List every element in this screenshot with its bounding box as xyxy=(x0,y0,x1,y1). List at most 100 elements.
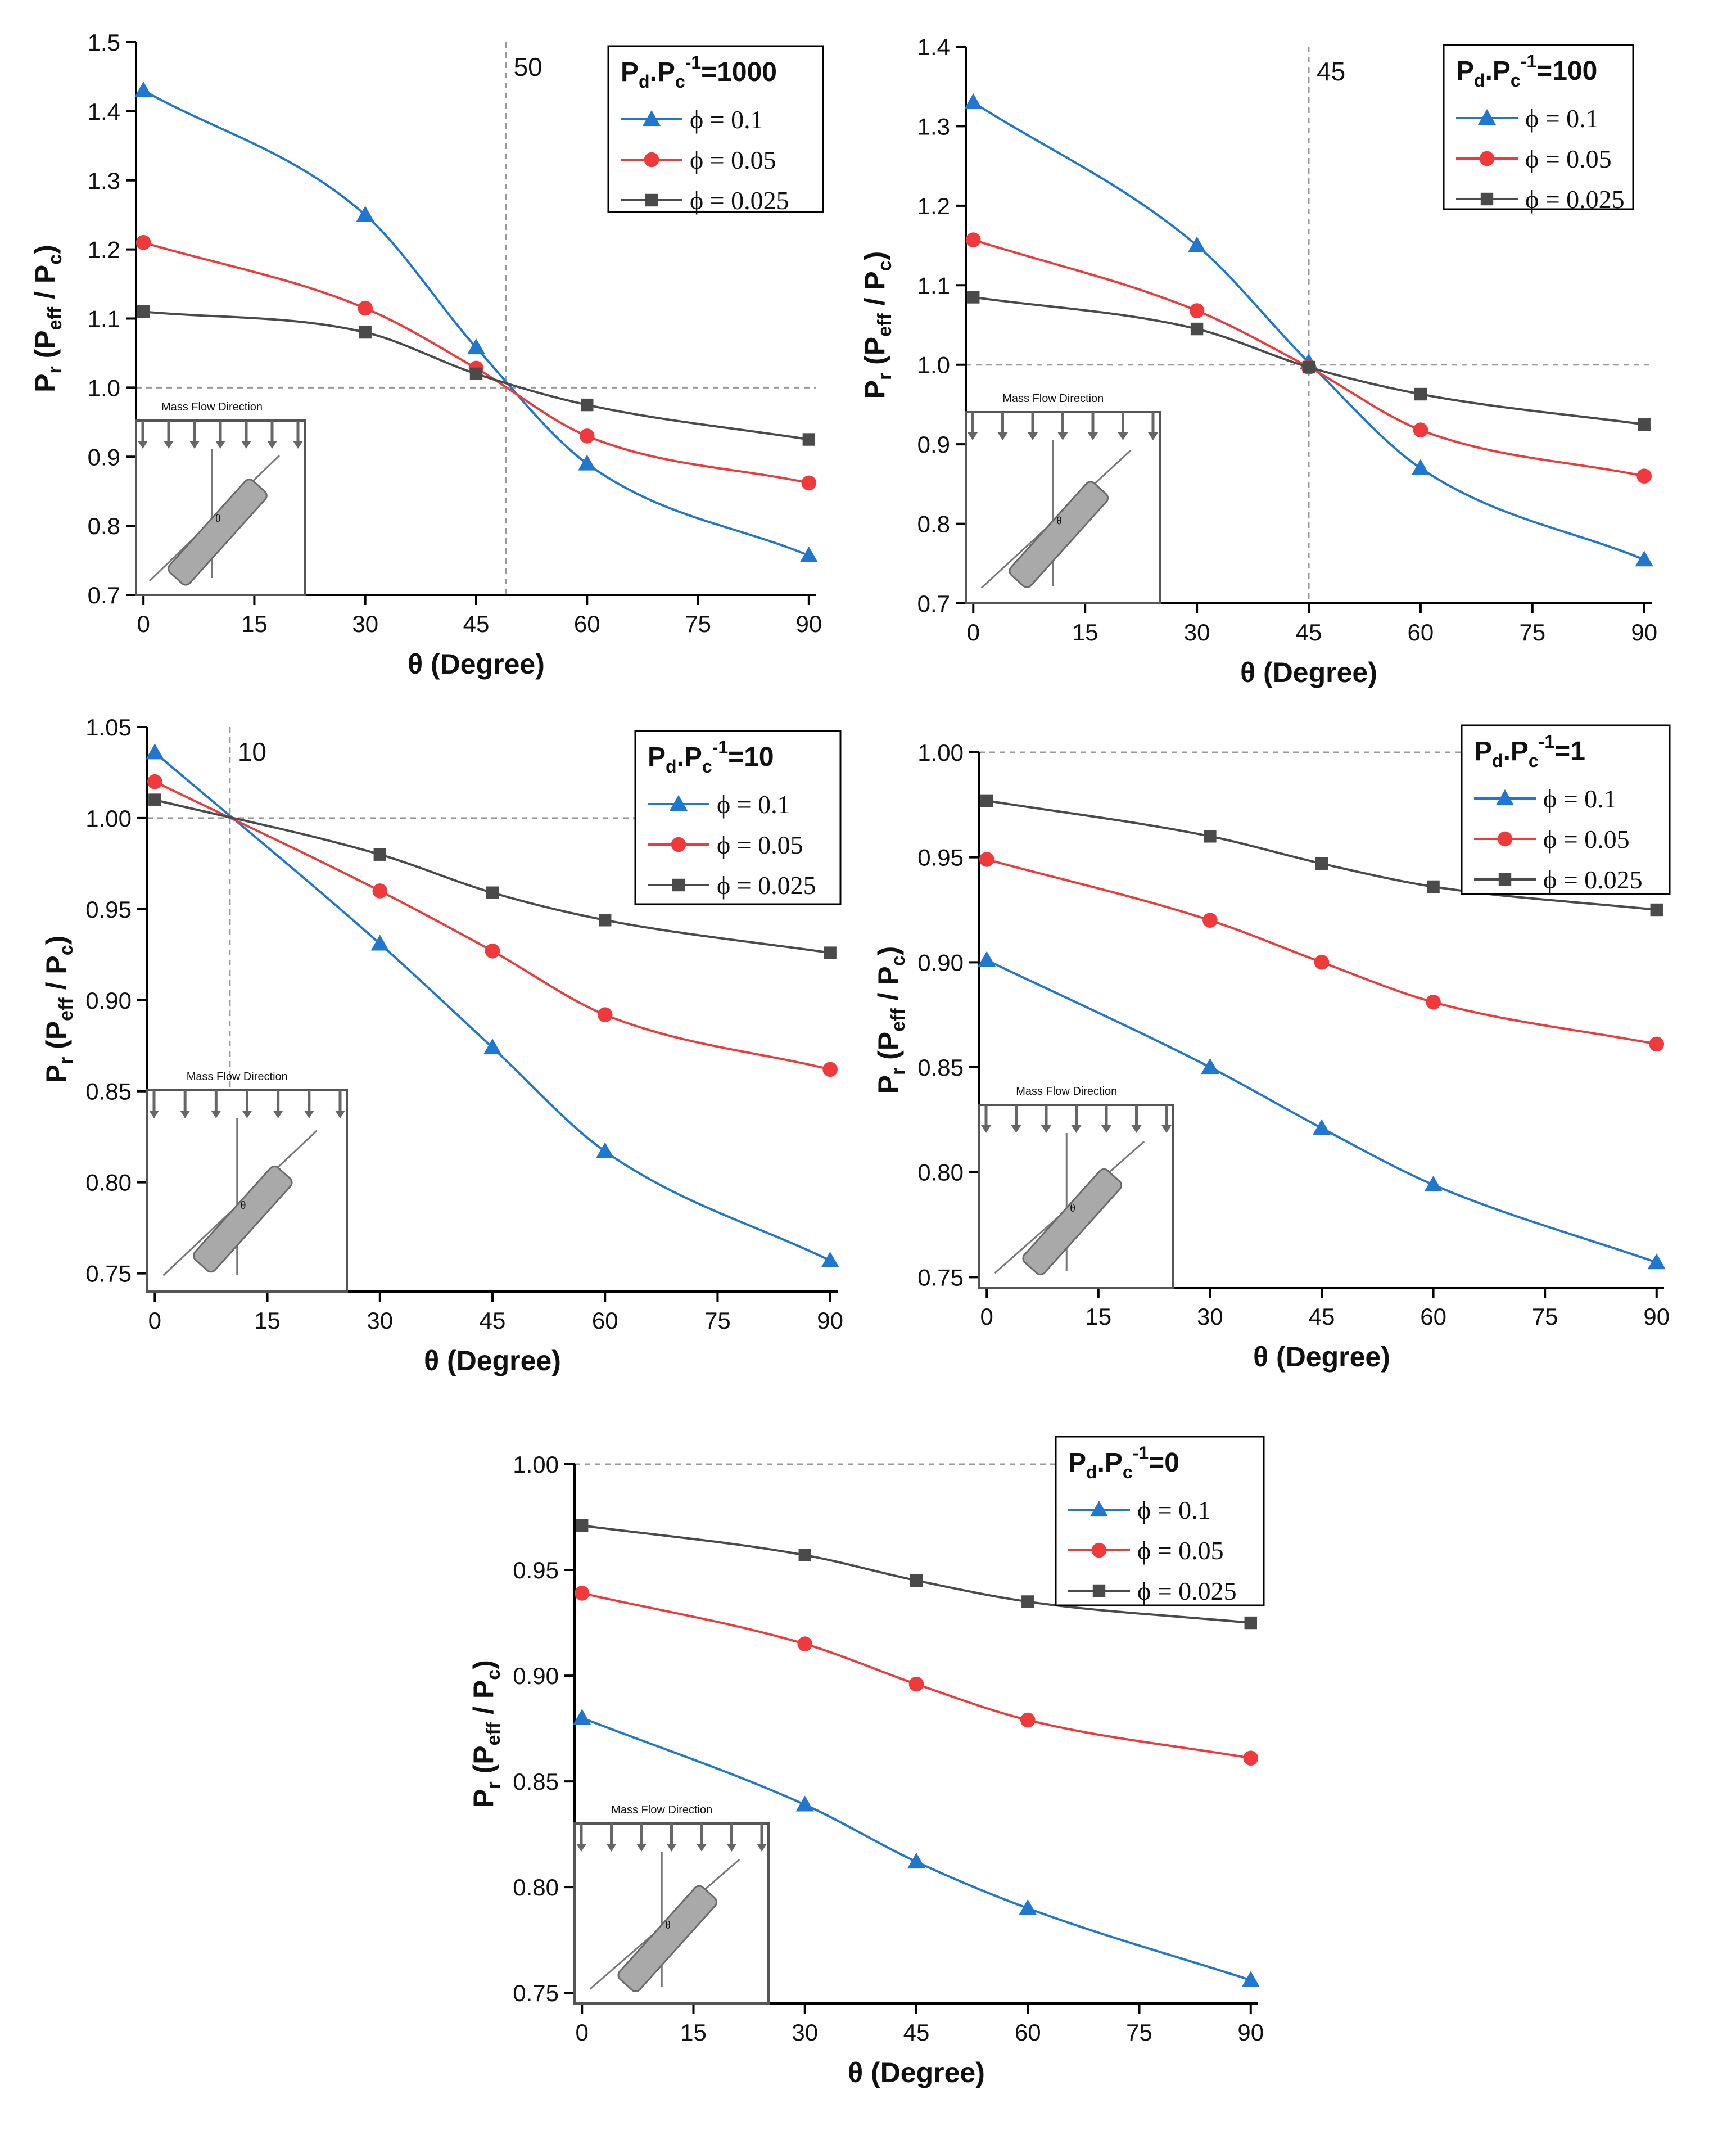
data-point xyxy=(1019,1899,1037,1915)
flow-arrow-head xyxy=(981,1125,991,1133)
data-point xyxy=(370,935,389,951)
data-point xyxy=(964,93,983,110)
data-point xyxy=(1414,387,1427,401)
x-tick-label: 90 xyxy=(1237,2019,1264,2046)
data-point xyxy=(1650,903,1663,917)
data-point xyxy=(573,1709,591,1725)
legend-entry-label: ϕ = 0.1 xyxy=(690,105,763,134)
data-point xyxy=(485,944,500,959)
data-point xyxy=(1424,1175,1443,1192)
x-axis-title: θ (Degree) xyxy=(1240,657,1377,688)
x-tick-label: 75 xyxy=(1519,619,1545,646)
flow-arrow-head xyxy=(273,1111,283,1118)
x-tick-label: 45 xyxy=(480,1307,506,1334)
legend-entry-label: ϕ = 0.025 xyxy=(1137,1577,1237,1605)
flow-arrow-head xyxy=(242,1111,252,1118)
legend-entry-label: ϕ = 0.025 xyxy=(1525,185,1625,214)
data-point xyxy=(798,1549,811,1561)
data-point xyxy=(1314,955,1330,970)
legend: Pd.Pc-1=1000 ϕ = 0.1 ϕ = 0.05 ϕ = 0.025 xyxy=(607,45,824,215)
x-tick-label: 45 xyxy=(1296,619,1322,646)
x-tick-label: 90 xyxy=(1643,1303,1670,1330)
y-tick-label: 0.95 xyxy=(917,845,964,871)
x-tick-label: 0 xyxy=(137,611,150,637)
y-tick-label: 1.0 xyxy=(88,374,120,401)
data-point xyxy=(1189,303,1205,318)
x-axis-title: θ (Degree) xyxy=(424,1345,561,1376)
data-point xyxy=(965,232,981,247)
inclined-fiber xyxy=(1022,1168,1123,1276)
x-tick-label: 60 xyxy=(1420,1303,1446,1330)
x-tick-label: 60 xyxy=(574,611,600,637)
y-tick-label: 1.5 xyxy=(88,29,120,56)
legend-entry-label: ϕ = 0.05 xyxy=(1137,1536,1224,1565)
y-tick-label: 1.0 xyxy=(917,352,950,378)
y-axis-title: Pr (Peff / Pc) xyxy=(29,245,66,392)
x-tick-label: 75 xyxy=(685,611,711,637)
data-point xyxy=(372,883,388,899)
flow-arrow-head xyxy=(1057,432,1068,440)
x-tick-label: 75 xyxy=(704,1307,731,1334)
data-point xyxy=(146,743,164,760)
reference-line-x-label: 45 xyxy=(1317,57,1345,86)
chart-panel-5: 0.75 0.80 0.85 0.90 0.95 1.00 0 15 30 45 60 75 90 θ (… xyxy=(468,1436,1265,2088)
data-point xyxy=(574,1586,590,1601)
flow-arrow-head xyxy=(636,1844,647,1852)
legend-entry-label: ϕ = 0.1 xyxy=(1137,1496,1211,1524)
y-tick-label: 1.2 xyxy=(917,193,950,219)
flow-arrow-head xyxy=(241,441,251,449)
data-point xyxy=(359,326,372,339)
legend-swatch-marker xyxy=(642,110,661,127)
y-tick-label: 0.9 xyxy=(917,431,950,458)
data-point xyxy=(821,1251,839,1268)
y-tick-label: 1.00 xyxy=(513,1451,559,1478)
x-tick-label: 30 xyxy=(792,2019,818,2046)
flow-arrow-head xyxy=(1071,1125,1082,1133)
flow-arrow-head xyxy=(138,441,148,449)
legend-title: Pd.Pc-1=1000 xyxy=(621,52,777,92)
inset-label: Mass Flow Direction xyxy=(1002,392,1104,405)
x-axis-title: θ (Degree) xyxy=(1253,1341,1390,1373)
y-axis-title: Pr (Peff / Pc) xyxy=(468,1660,504,1808)
legend-swatch-marker xyxy=(1497,831,1513,847)
y-tick-label: 0.90 xyxy=(85,987,132,1014)
data-point xyxy=(907,1852,926,1869)
legend-entry-label: ϕ = 0.05 xyxy=(1543,825,1630,854)
y-tick-label: 0.95 xyxy=(513,1557,559,1583)
y-tick-label: 0.85 xyxy=(917,1054,964,1081)
data-point xyxy=(599,914,612,927)
y-tick-label: 0.9 xyxy=(88,444,120,470)
x-tick-label: 30 xyxy=(1184,619,1210,646)
y-axis-title: Pr (Peff / Pc) xyxy=(40,936,77,1084)
x-tick-label: 15 xyxy=(241,611,268,637)
flow-arrow-head xyxy=(164,441,174,449)
data-point xyxy=(822,1062,838,1077)
flow-arrow-head xyxy=(1118,432,1128,440)
x-tick-label: 0 xyxy=(967,619,980,646)
data-point xyxy=(137,305,150,318)
data-point xyxy=(467,338,486,355)
data-point xyxy=(579,428,595,444)
inset-schematic: Mass Flow Direction θ xyxy=(965,392,1161,604)
data-point xyxy=(967,291,980,304)
y-tick-label: 0.80 xyxy=(513,1874,559,1901)
flow-arrow-head xyxy=(335,1111,345,1118)
data-point xyxy=(356,206,374,222)
legend-title: Pd.Pc-1=0 xyxy=(1068,1443,1179,1482)
data-point xyxy=(1190,322,1204,336)
data-point xyxy=(596,1142,614,1158)
flow-arrow-head xyxy=(757,1844,767,1852)
data-point xyxy=(578,454,596,471)
flow-arrow-head xyxy=(1148,432,1158,440)
legend-entry-label: ϕ = 0.1 xyxy=(1543,784,1617,813)
inset-schematic: Mass Flow Direction θ xyxy=(573,1804,770,2005)
angle-mark: θ xyxy=(215,512,221,525)
x-tick-label: 30 xyxy=(352,611,378,637)
y-tick-label: 0.8 xyxy=(917,511,950,538)
angle-mark: θ xyxy=(665,1919,671,1931)
chart-panel-3: 10 0.75 0.80 0.85 0.90 0.95 1.00 1.05 0 15 30 45 60 7… xyxy=(40,714,843,1376)
y-tick-label: 0.75 xyxy=(917,1264,964,1290)
inset-label: Mass Flow Direction xyxy=(1016,1085,1117,1098)
y-tick-label: 1.1 xyxy=(88,306,120,332)
legend-swatch-marker xyxy=(1089,1500,1109,1517)
